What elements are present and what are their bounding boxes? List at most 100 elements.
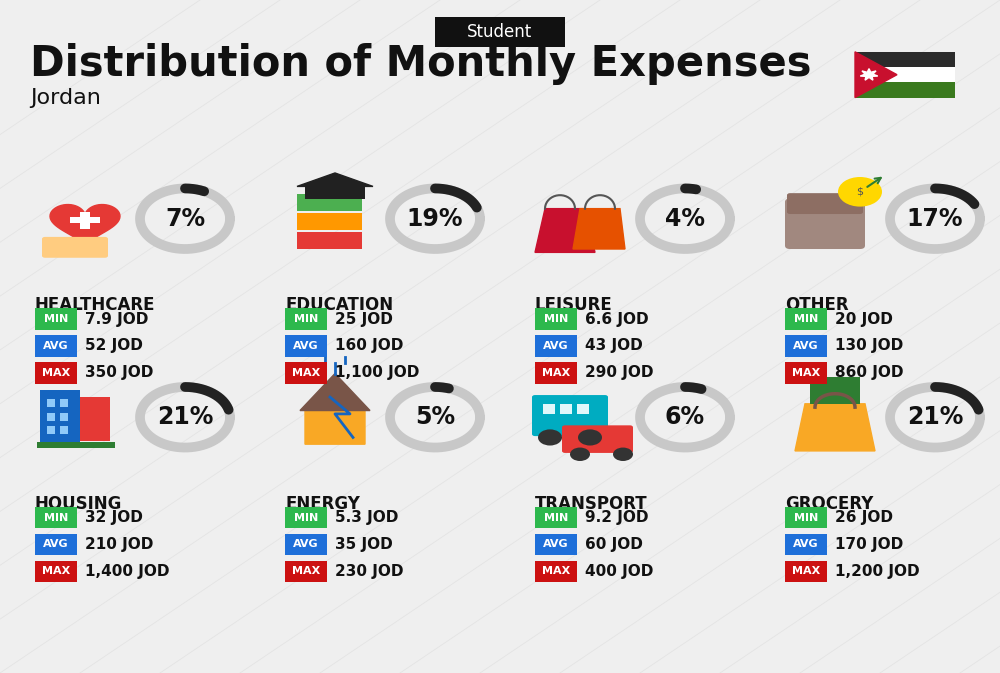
FancyBboxPatch shape	[855, 67, 955, 82]
Text: MAX: MAX	[292, 567, 320, 576]
Text: 25 JOD: 25 JOD	[335, 312, 393, 326]
FancyBboxPatch shape	[535, 507, 577, 528]
Text: LEISURE: LEISURE	[535, 296, 613, 314]
Text: HOUSING: HOUSING	[35, 495, 122, 513]
Text: 7.9 JOD: 7.9 JOD	[85, 312, 148, 326]
FancyBboxPatch shape	[80, 397, 110, 441]
Text: AVG: AVG	[43, 341, 69, 351]
FancyBboxPatch shape	[35, 308, 77, 330]
Text: 1,200 JOD: 1,200 JOD	[835, 564, 920, 579]
Text: AVG: AVG	[543, 341, 569, 351]
Text: MAX: MAX	[542, 368, 570, 378]
FancyBboxPatch shape	[535, 561, 577, 582]
Text: EDUCATION: EDUCATION	[285, 296, 393, 314]
FancyBboxPatch shape	[35, 534, 77, 555]
Text: 5%: 5%	[415, 405, 455, 429]
FancyBboxPatch shape	[40, 390, 80, 444]
Text: 210 JOD: 210 JOD	[85, 537, 153, 552]
FancyBboxPatch shape	[785, 534, 827, 555]
Text: 43 JOD: 43 JOD	[585, 339, 643, 353]
FancyBboxPatch shape	[35, 362, 77, 384]
Text: 160 JOD: 160 JOD	[335, 339, 403, 353]
Circle shape	[613, 448, 633, 461]
Text: 4%: 4%	[665, 207, 705, 231]
Text: MIN: MIN	[44, 513, 68, 522]
Circle shape	[578, 429, 602, 446]
FancyBboxPatch shape	[535, 308, 577, 330]
Text: 20 JOD: 20 JOD	[835, 312, 893, 326]
Text: $: $	[857, 187, 864, 197]
FancyBboxPatch shape	[855, 52, 955, 67]
FancyBboxPatch shape	[785, 362, 827, 384]
FancyBboxPatch shape	[297, 194, 362, 211]
Polygon shape	[855, 52, 897, 98]
Text: 6%: 6%	[665, 405, 705, 429]
FancyBboxPatch shape	[535, 534, 577, 555]
Text: 19%: 19%	[407, 207, 463, 231]
FancyBboxPatch shape	[810, 377, 860, 404]
FancyBboxPatch shape	[285, 507, 327, 528]
FancyBboxPatch shape	[535, 335, 577, 357]
FancyBboxPatch shape	[785, 335, 827, 357]
FancyBboxPatch shape	[35, 561, 77, 582]
FancyBboxPatch shape	[285, 561, 327, 582]
FancyBboxPatch shape	[80, 212, 90, 229]
Text: 21%: 21%	[157, 405, 213, 429]
FancyBboxPatch shape	[37, 442, 115, 448]
Polygon shape	[300, 374, 370, 411]
Polygon shape	[860, 69, 878, 80]
Circle shape	[838, 177, 882, 207]
FancyBboxPatch shape	[305, 186, 365, 199]
FancyBboxPatch shape	[785, 199, 865, 249]
Text: 60 JOD: 60 JOD	[585, 537, 643, 552]
FancyBboxPatch shape	[70, 217, 100, 223]
Text: MAX: MAX	[42, 368, 70, 378]
Text: MAX: MAX	[42, 567, 70, 576]
FancyBboxPatch shape	[42, 237, 108, 258]
FancyBboxPatch shape	[60, 413, 68, 421]
Text: 230 JOD: 230 JOD	[335, 564, 404, 579]
Text: 5.3 JOD: 5.3 JOD	[335, 510, 398, 525]
FancyBboxPatch shape	[285, 335, 327, 357]
Text: ENERGY: ENERGY	[285, 495, 360, 513]
FancyBboxPatch shape	[562, 425, 633, 453]
Text: Jordan: Jordan	[30, 87, 101, 108]
Text: GROCERY: GROCERY	[785, 495, 873, 513]
Polygon shape	[50, 205, 120, 247]
FancyBboxPatch shape	[785, 507, 827, 528]
Circle shape	[538, 429, 562, 446]
Text: MIN: MIN	[794, 314, 818, 324]
Text: 1,400 JOD: 1,400 JOD	[85, 564, 170, 579]
Text: 26 JOD: 26 JOD	[835, 510, 893, 525]
Polygon shape	[305, 384, 365, 444]
FancyBboxPatch shape	[785, 308, 827, 330]
Text: Distribution of Monthly Expenses: Distribution of Monthly Expenses	[30, 43, 812, 85]
FancyBboxPatch shape	[560, 404, 572, 414]
Circle shape	[570, 448, 590, 461]
FancyBboxPatch shape	[855, 82, 955, 98]
Text: 6.6 JOD: 6.6 JOD	[585, 312, 649, 326]
Text: MIN: MIN	[294, 513, 318, 522]
FancyBboxPatch shape	[787, 193, 863, 214]
Text: 130 JOD: 130 JOD	[835, 339, 903, 353]
FancyBboxPatch shape	[532, 395, 608, 436]
Text: 21%: 21%	[907, 405, 963, 429]
Text: 350 JOD: 350 JOD	[85, 365, 153, 380]
FancyBboxPatch shape	[35, 507, 77, 528]
Text: MAX: MAX	[792, 567, 820, 576]
Text: MIN: MIN	[294, 314, 318, 324]
Polygon shape	[535, 209, 595, 252]
Text: 32 JOD: 32 JOD	[85, 510, 143, 525]
Text: 9.2 JOD: 9.2 JOD	[585, 510, 649, 525]
FancyBboxPatch shape	[47, 426, 55, 434]
Text: AVG: AVG	[793, 341, 819, 351]
Text: 400 JOD: 400 JOD	[585, 564, 653, 579]
FancyBboxPatch shape	[535, 362, 577, 384]
FancyBboxPatch shape	[297, 213, 362, 230]
Text: OTHER: OTHER	[785, 296, 849, 314]
FancyBboxPatch shape	[285, 534, 327, 555]
Text: MIN: MIN	[44, 314, 68, 324]
Text: MIN: MIN	[544, 513, 568, 522]
Text: 1,100 JOD: 1,100 JOD	[335, 365, 419, 380]
FancyBboxPatch shape	[60, 426, 68, 434]
